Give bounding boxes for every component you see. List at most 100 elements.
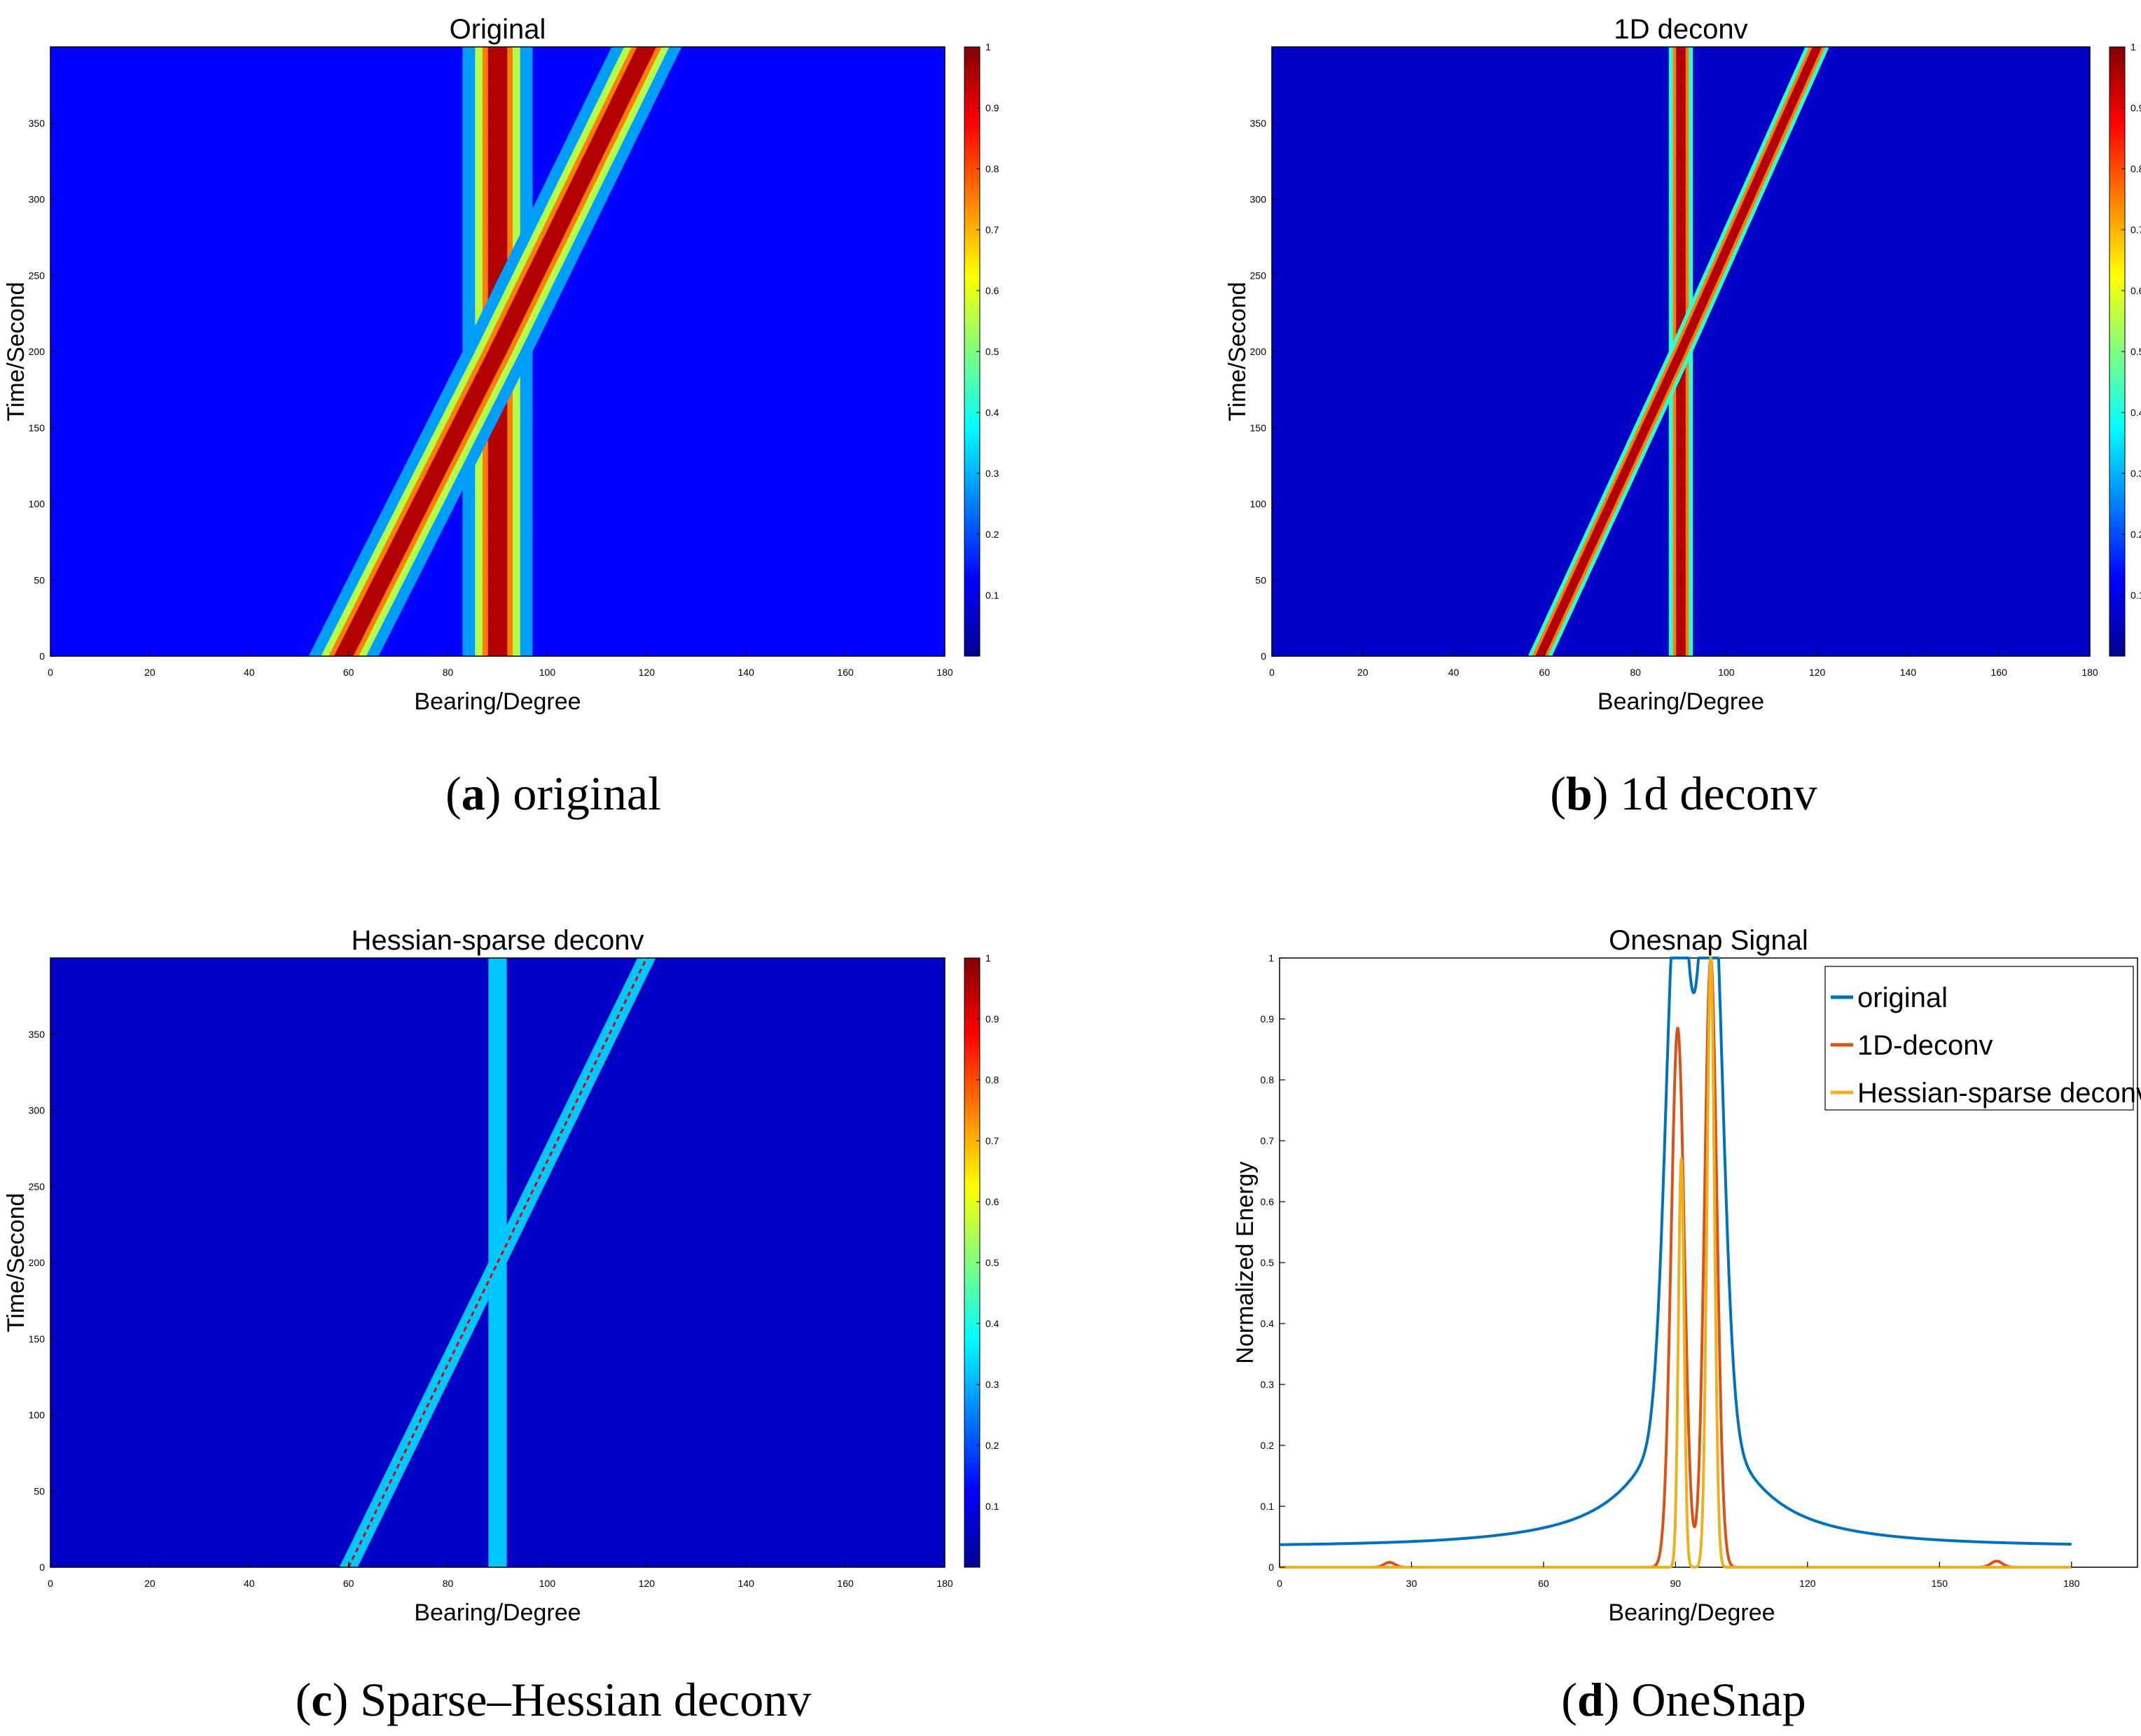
track-segment-moving <box>361 595 384 604</box>
colorbar-tick-label: 1 <box>985 952 991 964</box>
x-tick-label: 180 <box>936 667 953 678</box>
track-segment-moving <box>415 488 438 497</box>
track-segment-stationary <box>488 1118 507 1126</box>
track-segment-stationary <box>488 1057 507 1065</box>
track-segment-stationary <box>1676 412 1686 421</box>
track-segment-moving <box>510 298 534 307</box>
track-peak-moving <box>571 1105 576 1111</box>
track-segment-stationary <box>487 99 508 109</box>
track-segment-stationary <box>488 1071 507 1081</box>
colorbar-tick-label: 0.7 <box>2130 224 2141 235</box>
track-segment-stationary <box>488 1437 507 1446</box>
track-peak-moving <box>574 1097 579 1104</box>
track-segment-stationary <box>488 1049 507 1057</box>
x-tick-label: 160 <box>1991 667 2008 678</box>
track-segment-stationary <box>1676 92 1686 101</box>
track-segment-stationary <box>488 1506 507 1515</box>
caption-text: OneSnap <box>1631 1673 1806 1726</box>
track-segment-stationary <box>488 1018 507 1027</box>
track-segment-stationary <box>1676 237 1686 246</box>
track-peak-moving <box>519 1212 523 1218</box>
track-peak-moving <box>377 1501 382 1507</box>
track-peak-moving <box>351 1555 356 1560</box>
caption-letter: a <box>461 767 485 820</box>
track-segment-stationary <box>1676 123 1686 131</box>
track-segment-stationary <box>487 488 508 497</box>
track-segment-stationary <box>1676 191 1686 200</box>
track-segment-stationary <box>487 473 508 482</box>
track-segment-moving <box>607 99 631 109</box>
track-segment-stationary <box>1676 153 1686 162</box>
x-axis-label: Bearing/Degree <box>414 688 581 715</box>
track-segment-moving <box>577 160 601 169</box>
track-segment-moving <box>364 587 388 596</box>
track-peak-moving <box>392 1471 396 1477</box>
track-segment-stationary <box>488 1179 507 1187</box>
track-segment-stationary <box>1676 138 1686 146</box>
chart-title: 1D deconv <box>1614 14 1747 45</box>
track-segment-moving <box>484 351 508 360</box>
track-segment-stationary <box>1676 130 1686 139</box>
track-segment-stationary <box>487 610 508 618</box>
track-segment-stationary <box>487 443 508 451</box>
track-segment-moving <box>376 564 400 573</box>
track-peak-moving <box>463 1326 467 1332</box>
track-segment-moving <box>341 633 365 641</box>
colorbar-tick-label: 0.9 <box>985 102 999 113</box>
track-segment-stationary <box>488 1155 507 1164</box>
track-segment-moving <box>461 396 485 405</box>
x-tick-label: 180 <box>2081 667 2098 678</box>
colorbar-tick-label: 0.8 <box>2130 163 2141 174</box>
track-segment-moving <box>338 640 361 649</box>
track-peak-moving <box>627 991 632 997</box>
track-segment-moving <box>536 244 560 253</box>
track-segment-stationary <box>488 1132 507 1141</box>
track-segment-stationary <box>488 1521 507 1529</box>
track-segment-stationary <box>487 252 508 261</box>
track-segment-moving <box>633 46 657 55</box>
y-tick-label: 50 <box>34 1485 45 1497</box>
track-segment-stationary <box>488 1125 507 1134</box>
x-tick-label: 160 <box>837 1578 854 1589</box>
track-peak-moving <box>433 1387 438 1393</box>
track-segment-stationary <box>1676 99 1686 109</box>
colorbar-tick-label: 0.4 <box>2130 407 2141 418</box>
track-segment-stationary <box>1676 183 1686 192</box>
track-segment-stationary <box>488 1460 507 1468</box>
track-segment-stationary <box>488 1004 507 1012</box>
track-peak-moving <box>638 968 642 974</box>
chart-title: Original <box>450 14 546 45</box>
track-segment-moving <box>426 465 450 474</box>
track-segment-moving <box>502 313 527 321</box>
y-tick-label: 200 <box>29 346 46 357</box>
track-segment-stationary <box>1676 633 1686 641</box>
track-segment-stationary <box>488 1140 507 1149</box>
track-segment-moving <box>569 176 593 185</box>
track-segment-stationary <box>1676 260 1686 268</box>
track-segment-stationary <box>488 1216 507 1225</box>
track-peak-moving <box>597 1052 602 1058</box>
track-segment-stationary <box>488 1361 507 1370</box>
track-peak-moving <box>642 961 646 966</box>
track-segment-stationary <box>487 123 508 131</box>
track-segment-moving <box>457 404 480 413</box>
x-tick-label: 40 <box>1448 667 1460 678</box>
track-peak-moving <box>593 1060 598 1065</box>
track-segment-stationary <box>487 168 508 177</box>
track-segment-stationary <box>1676 252 1686 261</box>
track-segment-stationary <box>1676 564 1686 573</box>
track-segment-stationary <box>488 1354 507 1362</box>
caption-text: original <box>513 767 661 820</box>
track-segment-stationary <box>1676 46 1686 55</box>
track-peak-moving <box>541 1166 546 1172</box>
track-segment-moving <box>422 473 446 482</box>
track-segment-stationary <box>488 1483 507 1492</box>
heatmap-panel-original: 0 20 40 60 80 100 120 140 160 180 0 50 100 150 200 250 3… <box>3 14 999 715</box>
track-segment-moving <box>573 168 597 177</box>
x-tick-label: 120 <box>639 1578 656 1589</box>
track-peak-moving <box>466 1319 471 1324</box>
track-segment-stationary <box>487 54 508 63</box>
track-segment-stationary <box>487 191 508 200</box>
track-segment-stationary <box>487 69 508 78</box>
